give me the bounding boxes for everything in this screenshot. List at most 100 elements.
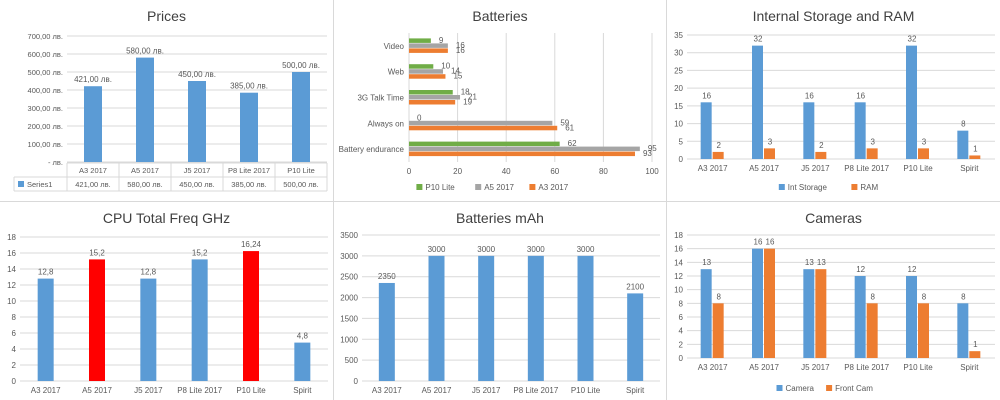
bar [409, 100, 456, 105]
chart-plot: 0 2 4 6 8 10 12 14 16 18 A3 2017 12,8 A5 2017 15,2 J5 … [7, 233, 328, 395]
legend-entry: Int Storage [788, 183, 828, 192]
chart-batteries[interactable]: Batteries 0 20 40 60 80 100 Battery endurance 9… [334, 0, 666, 201]
x-tick-label: P10 Lite [571, 386, 601, 395]
bar [188, 81, 206, 162]
bar [136, 57, 154, 162]
x-tick-label: A5 2017 [749, 164, 779, 173]
bar [428, 255, 445, 381]
data-label: 8 [716, 292, 721, 301]
legend-swatch [826, 385, 833, 391]
y-tick-label: 600,00 лв. [28, 50, 63, 59]
data-label: 16 [456, 46, 465, 55]
data-label: 15,2 [192, 248, 208, 257]
bar [712, 151, 724, 159]
chart-prices[interactable]: Prices - лв. 100,00 лв. 200,00 лв. 300,00 л… [0, 0, 333, 201]
data-label: 15 [453, 72, 462, 81]
bar [409, 38, 431, 43]
x-tick-label: J5 2017 [184, 166, 211, 175]
y-tick-label: 2 [679, 340, 684, 349]
data-label: 3 [870, 137, 875, 146]
chart-cpu[interactable]: CPU Total Freq GHz 0 2 4 6 8 10 12 14 16 18 A3 201… [0, 202, 333, 400]
bar [89, 259, 105, 381]
bar [866, 148, 878, 159]
y-tick-label: 18 [7, 233, 16, 242]
x-tick-label: Spirit [960, 164, 979, 173]
bar [752, 45, 763, 159]
legend-entry: P10 Lite [425, 183, 455, 192]
y-tick-label: 12 [7, 281, 16, 290]
data-label: 0 [417, 113, 422, 122]
bar [378, 282, 395, 381]
legend-entry: RAM [860, 183, 878, 192]
divider-vertical-2 [666, 0, 667, 400]
y-tick-label: 2000 [340, 294, 358, 303]
data-label: 12 [908, 265, 917, 274]
y-tick-label: 700,00 лв. [28, 32, 63, 41]
chart-title: CPU Total Freq GHz [102, 210, 231, 226]
chart-title: Batteries [472, 8, 528, 24]
data-label: 8 [922, 292, 927, 301]
bar [409, 146, 640, 152]
data-label: 21 [468, 93, 477, 102]
data-label: 2 [716, 141, 721, 150]
data-label: 385,00 лв. [230, 82, 268, 91]
x-tick-label: J5 2017 [801, 164, 830, 173]
table-cell: 450,00 лв. [179, 180, 214, 189]
y-tick-label: 4 [679, 327, 684, 336]
chart-cameras[interactable]: Cameras 0 2 4 6 8 10 12 14 16 18 A3 2017 13 8 A5 2017… [667, 202, 1000, 400]
y-tick-label: 300,00 лв. [28, 104, 63, 113]
data-label: 421,00 лв. [74, 75, 112, 84]
y-tick-label: 14 [674, 258, 683, 267]
y-tick-label: 15 [674, 102, 683, 111]
x-tick-label: P8 Lite 2017 [228, 166, 270, 175]
x-tick-label: J5 2017 [134, 386, 163, 395]
chart-batteries-mah[interactable]: Batteries mAh 0 500 1000 1500 2000 2500 3000 35… [334, 202, 666, 400]
x-tick-label: J5 2017 [472, 386, 501, 395]
bar [764, 148, 775, 159]
chart-title: Cameras [805, 210, 862, 226]
data-label: 16 [754, 238, 763, 247]
y-tick-label: 6 [679, 313, 684, 322]
chart-title: Internal Storage and RAM [752, 8, 915, 24]
bar [803, 269, 815, 358]
bar [478, 255, 495, 381]
x-tick-label: A3 2017 [79, 166, 107, 175]
data-label: 13 [702, 258, 711, 267]
data-label: 10 [441, 62, 450, 71]
data-label: 14 [451, 67, 460, 76]
bar [803, 102, 815, 159]
y-tick-label: 3500 [340, 231, 358, 240]
data-label: 16 [702, 91, 711, 100]
y-tick-label: 25 [674, 66, 683, 75]
bar [815, 269, 827, 358]
y-tick-label: 2 [12, 361, 17, 370]
legend-swatch [776, 385, 783, 391]
y-tick-label: 30 [674, 49, 683, 58]
divider-vertical-1 [333, 0, 334, 400]
y-tick-label: 16 [674, 245, 683, 254]
bar [409, 43, 448, 48]
data-label: 3000 [428, 245, 446, 254]
data-label: 3 [922, 137, 927, 146]
data-label: 3000 [527, 245, 545, 254]
bar [140, 278, 157, 381]
chart-storage[interactable]: Internal Storage and RAM 0 5 10 15 20 25 30 35 A… [667, 0, 1000, 201]
data-label: 12 [856, 265, 865, 274]
y-tick-label: 2500 [340, 273, 358, 282]
y-tick-label: - лв. [48, 158, 63, 167]
y-tick-label: 3000 [340, 252, 358, 261]
data-label: 580,00 лв. [126, 47, 164, 56]
data-label: 19 [463, 98, 472, 107]
bar [409, 64, 434, 69]
data-label: 1 [973, 340, 978, 349]
y-tick-label: 10 [674, 286, 683, 295]
bar [527, 255, 544, 381]
bar [969, 351, 981, 358]
data-label: 450,00 лв. [178, 70, 216, 79]
x-tick-label: P10 Lite [903, 164, 933, 173]
data-label: 59 [560, 118, 569, 127]
bar [854, 102, 866, 159]
x-tick-label: Spirit [293, 386, 312, 395]
